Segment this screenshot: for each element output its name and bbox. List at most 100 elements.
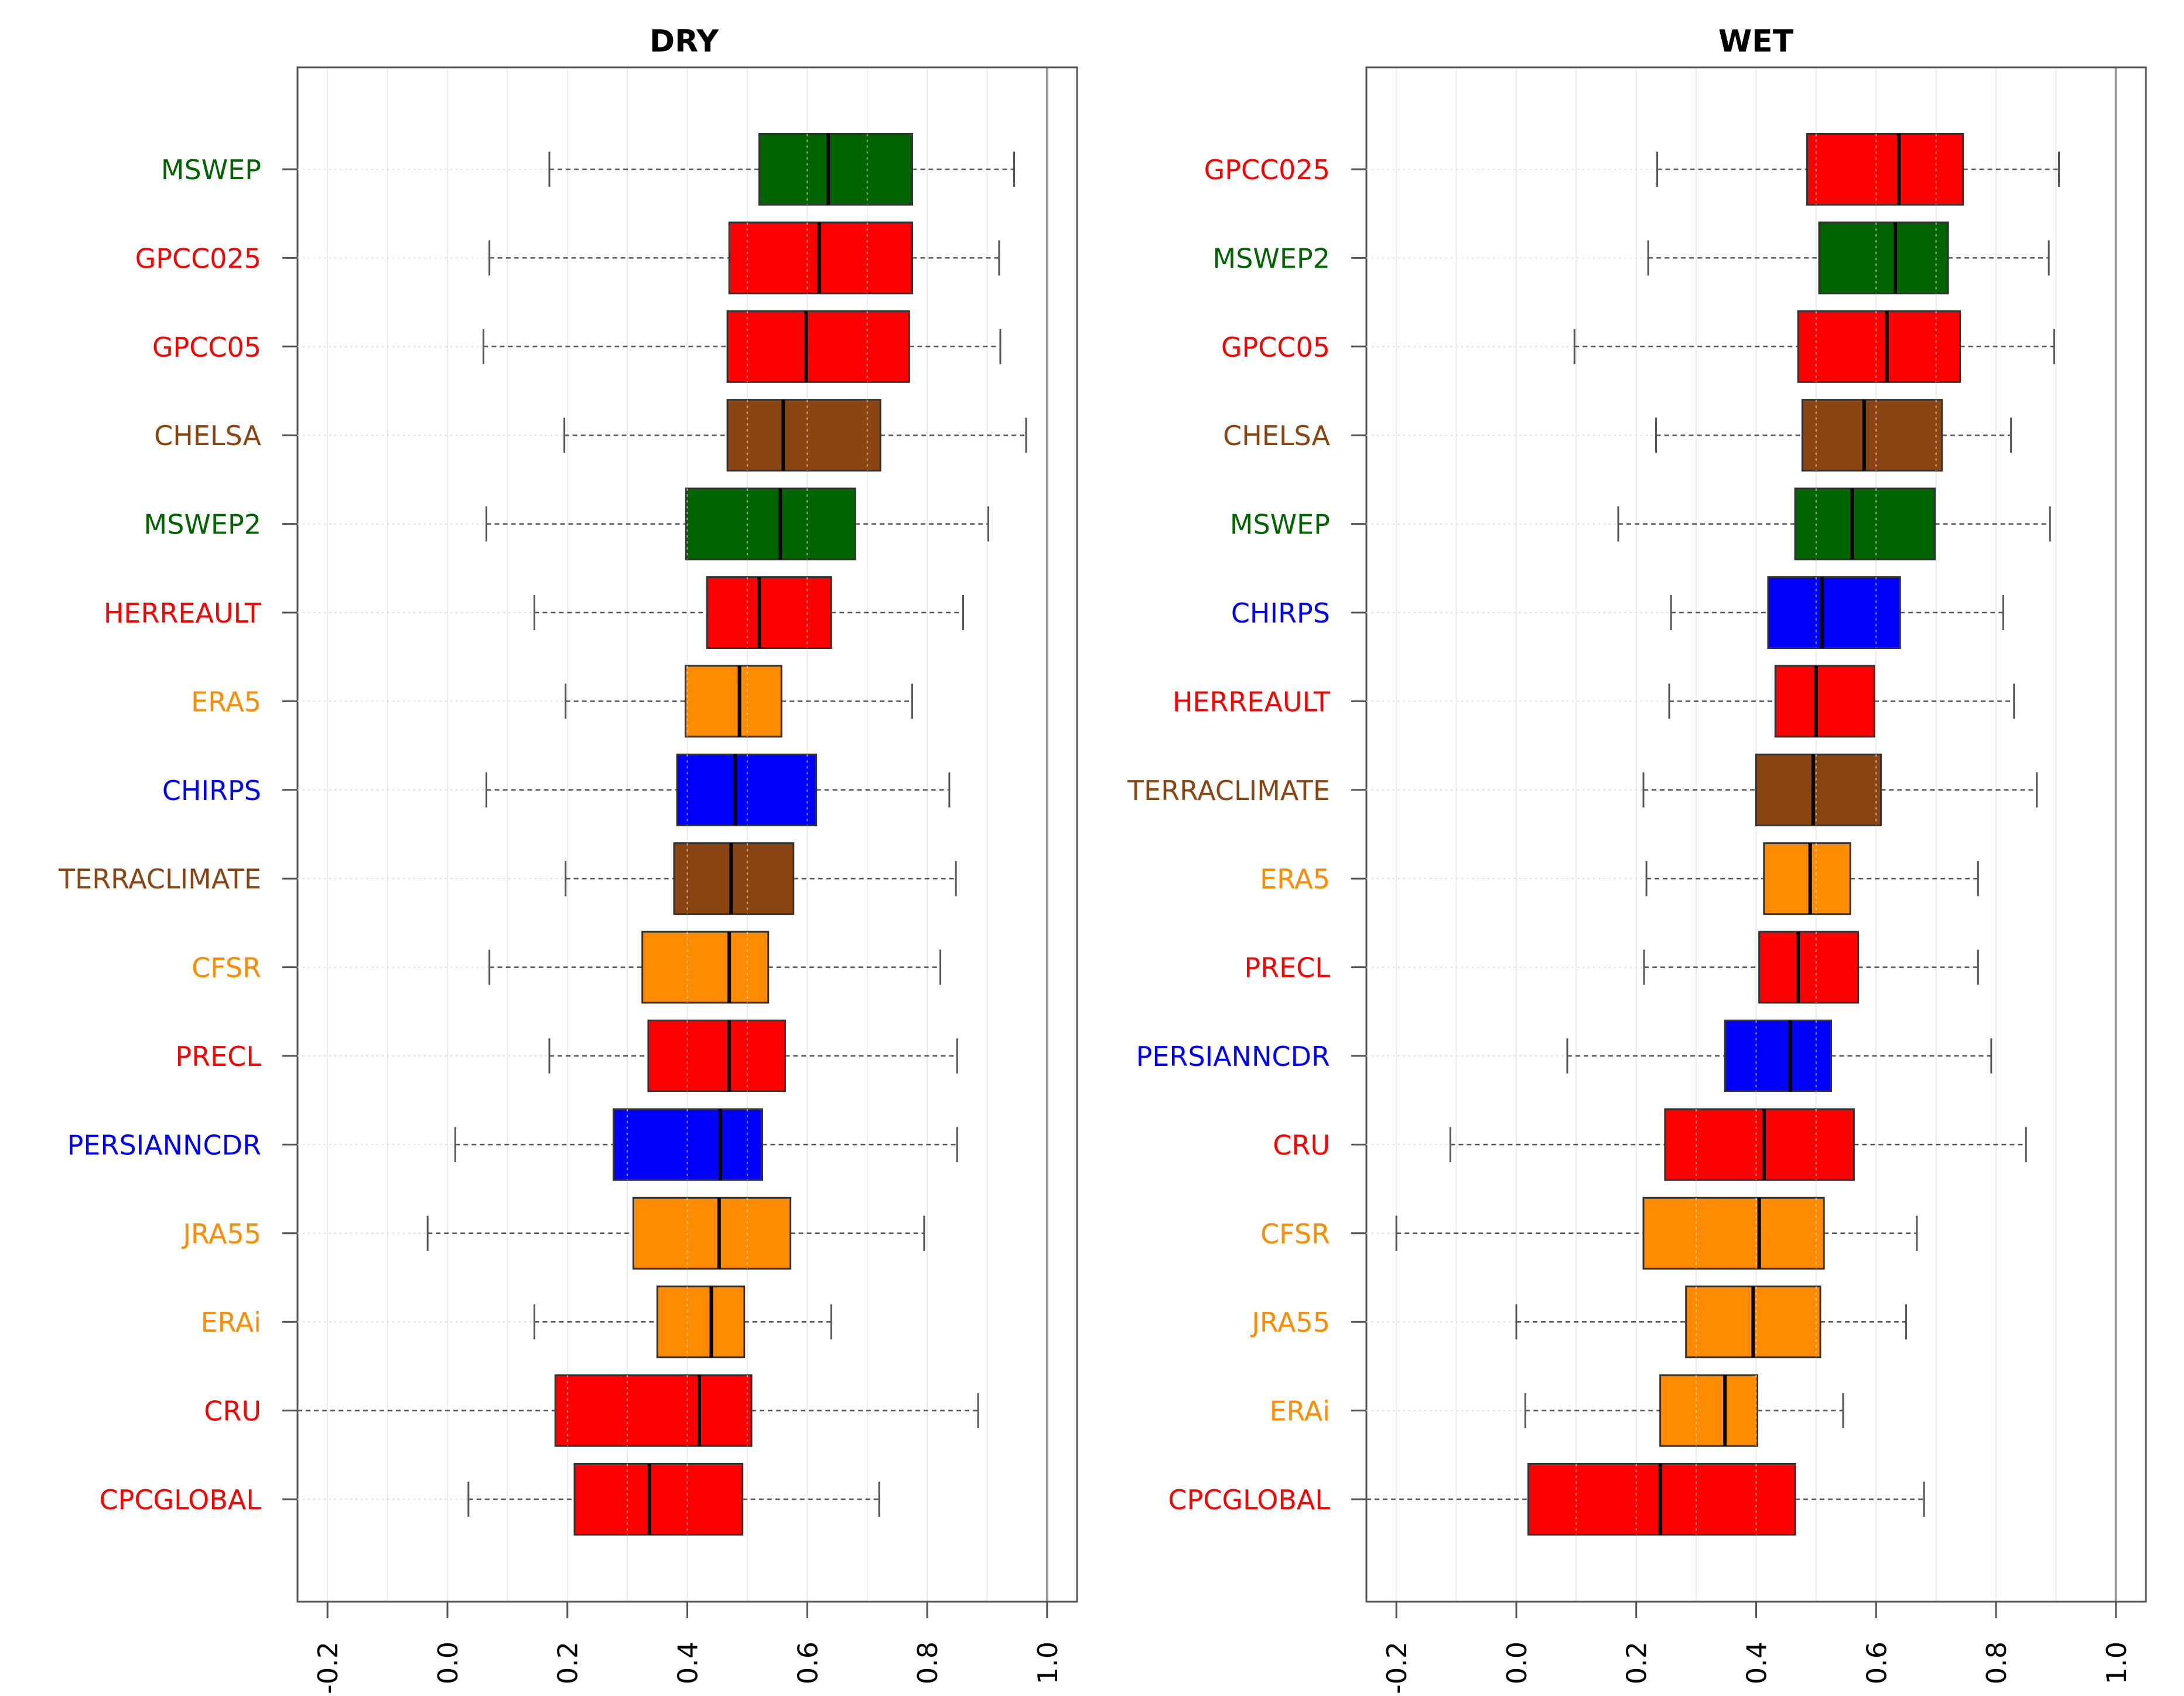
box-gpcc05: GPCC05	[1221, 310, 2055, 383]
box-mswep2: MSWEP2	[1213, 221, 2050, 295]
box-iqr	[1806, 133, 1964, 206]
box-erai: ERAi	[201, 1285, 832, 1359]
x-tick-label: 1.0	[1032, 1642, 1064, 1684]
x-tick-label: -0.2	[1381, 1642, 1413, 1694]
box-herreault: HERREAULT	[104, 576, 964, 649]
box-iqr	[641, 931, 770, 1004]
category-label: PRECL	[175, 1041, 261, 1072]
box-cru: CRU	[204, 1374, 979, 1447]
box-iqr	[647, 1020, 786, 1092]
box-iqr	[1818, 221, 1949, 295]
x-tick-label: 0.2	[1621, 1642, 1653, 1684]
box-mswep: MSWEP	[161, 133, 1015, 206]
box-iqr	[1794, 487, 1936, 560]
x-tick-label: 0.8	[912, 1642, 944, 1684]
box-cfsr: CFSR	[1260, 1196, 1918, 1270]
category-label: GPCC025	[135, 242, 261, 274]
x-tick-label: 0.6	[792, 1642, 823, 1684]
category-label: PERSIANNCDR	[1136, 1041, 1330, 1072]
box-iqr	[684, 665, 782, 738]
category-label: MSWEP	[1230, 509, 1330, 541]
category-label: CRU	[204, 1396, 261, 1427]
box-iqr	[1755, 753, 1882, 826]
category-label: CHELSA	[1223, 420, 1330, 452]
category-label: GPCC05	[152, 331, 261, 363]
box-precl: PRECL	[1244, 931, 1979, 1004]
category-label: PRECL	[1244, 952, 1330, 984]
box-persianncdr: PERSIANNCDR	[1136, 1020, 1992, 1092]
box-cpcglobal: CPCGLOBAL	[100, 1463, 880, 1536]
category-label: GPCC05	[1221, 331, 1330, 363]
category-label: HERREAULT	[104, 597, 262, 629]
x-tick-label: 1.0	[2101, 1642, 2132, 1684]
box-cpcglobal: CPCGLOBAL	[1168, 1463, 1925, 1536]
chart-title: WET	[1718, 24, 1794, 59]
box-chirps: CHIRPS	[1231, 576, 2004, 649]
category-label: TERRACLIMATE	[1127, 775, 1330, 806]
x-tick-label: -0.2	[312, 1642, 344, 1694]
category-label: MSWEP2	[1213, 242, 1330, 274]
x-tick-label: 0.4	[672, 1642, 704, 1684]
box-mswep: MSWEP	[1230, 487, 2051, 560]
box-mswep2: MSWEP2	[144, 487, 989, 560]
x-tick-label: 0.8	[1981, 1642, 2012, 1684]
x-tick-label: 0.0	[1501, 1642, 1533, 1684]
box-iqr	[673, 842, 795, 915]
box-iqr	[676, 753, 818, 826]
box-gpcc025: GPCC025	[1204, 133, 2060, 206]
category-label: GPCC025	[1204, 154, 1330, 186]
chart-panel-wet: WET GPCC025 MSWEP2 GPCC05 CHELSA MSWEP CHIRPS H…	[1127, 24, 2147, 1694]
box-iqr	[632, 1196, 792, 1270]
box-gpcc05: GPCC05	[152, 310, 1002, 383]
category-label: CRU	[1273, 1129, 1330, 1161]
category-label: CFSR	[1260, 1218, 1330, 1250]
box-erai: ERAi	[1270, 1374, 1844, 1447]
category-label: CHELSA	[154, 420, 261, 452]
category-label: JRA55	[181, 1218, 261, 1250]
box-era5: ERA5	[1260, 842, 1979, 915]
box-chelsa: CHELSA	[1223, 399, 2012, 472]
category-label: MSWEP2	[144, 509, 261, 541]
box-persianncdr: PERSIANNCDR	[67, 1108, 958, 1181]
box-iqr	[656, 1285, 746, 1359]
category-label: JRA55	[1250, 1307, 1330, 1338]
category-label: CHIRPS	[162, 775, 261, 806]
box-iqr	[1642, 1196, 1825, 1270]
box-iqr	[726, 310, 910, 383]
chart-panel-dry: DRY MSWEP GPCC025 GPCC05 CHELSA MSWEP2 HERREAU…	[58, 24, 1078, 1694]
x-tick-label: 0.6	[1861, 1642, 1892, 1684]
category-label: ERAi	[1270, 1396, 1330, 1427]
box-iqr	[1763, 842, 1851, 915]
category-label: TERRACLIMATE	[58, 863, 261, 895]
box-iqr	[573, 1463, 744, 1536]
category-label: CPCGLOBAL	[1168, 1484, 1331, 1516]
x-tick-label: 0.0	[432, 1642, 464, 1684]
box-iqr	[1797, 310, 1961, 383]
box-iqr	[554, 1374, 753, 1447]
box-iqr	[1758, 931, 1860, 1004]
box-gpcc025: GPCC025	[135, 221, 1000, 295]
chart-title: DRY	[650, 24, 719, 59]
box-cfsr: CFSR	[192, 931, 942, 1004]
category-label: CPCGLOBAL	[100, 1484, 262, 1516]
category-label: ERA5	[191, 686, 261, 717]
box-jra55: JRA55	[1250, 1285, 1907, 1359]
box-iqr	[1724, 1020, 1832, 1092]
box-iqr	[758, 133, 913, 206]
box-iqr	[685, 487, 856, 560]
box-precl: PRECL	[175, 1020, 958, 1092]
box-iqr	[613, 1108, 763, 1181]
box-era5: ERA5	[191, 665, 913, 738]
category-label: CHIRPS	[1231, 597, 1330, 629]
box-iqr	[706, 576, 832, 649]
box-herreault: HERREAULT	[1173, 665, 2015, 738]
box-iqr	[1659, 1374, 1759, 1447]
category-label: ERA5	[1260, 863, 1330, 895]
box-iqr	[1774, 665, 1875, 738]
box-terraclimate: TERRACLIMATE	[1127, 753, 2038, 826]
box-jra55: JRA55	[181, 1196, 925, 1270]
box-chelsa: CHELSA	[154, 399, 1027, 472]
box-iqr	[1801, 399, 1943, 472]
box-chirps: CHIRPS	[162, 753, 951, 826]
box-terraclimate: TERRACLIMATE	[58, 842, 957, 915]
